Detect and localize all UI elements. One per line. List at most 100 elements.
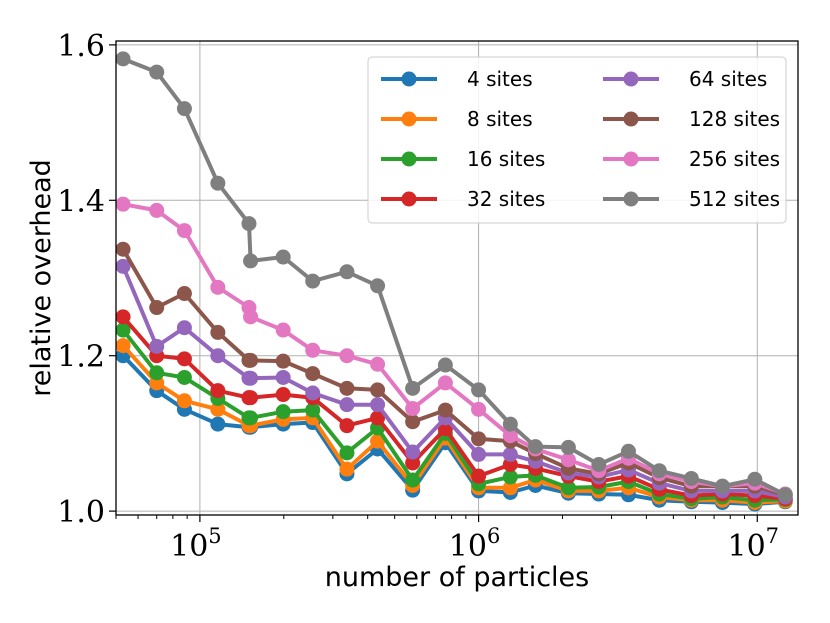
data-point bbox=[275, 404, 291, 420]
data-point bbox=[210, 279, 226, 295]
legend-swatch-marker bbox=[623, 71, 639, 87]
data-point bbox=[560, 452, 576, 468]
series-64-sites bbox=[115, 258, 793, 505]
data-point bbox=[243, 352, 259, 368]
data-point bbox=[437, 421, 453, 437]
legend-item: 16 sites bbox=[381, 147, 545, 171]
data-point bbox=[339, 418, 355, 434]
data-point bbox=[275, 249, 291, 265]
y-tick-label: 1.4 bbox=[57, 184, 105, 219]
data-point bbox=[370, 433, 386, 449]
data-point bbox=[471, 468, 487, 484]
data-point bbox=[370, 356, 386, 372]
data-point bbox=[305, 366, 321, 382]
data-point bbox=[339, 264, 355, 280]
data-point bbox=[115, 196, 131, 212]
x-tick-label: 107 bbox=[727, 524, 779, 564]
data-point bbox=[275, 353, 291, 369]
x-axis-label: number of particles bbox=[325, 562, 589, 593]
data-point bbox=[777, 487, 793, 503]
data-point bbox=[305, 273, 321, 289]
legend-item: 32 sites bbox=[381, 187, 545, 211]
series-128-sites bbox=[115, 241, 793, 503]
data-point bbox=[176, 286, 192, 302]
data-point bbox=[176, 393, 192, 409]
data-point bbox=[243, 410, 259, 426]
data-point bbox=[714, 478, 730, 494]
legend-item: 256 sites bbox=[603, 147, 780, 171]
legend-box bbox=[367, 56, 787, 224]
data-point bbox=[149, 202, 165, 218]
data-point bbox=[339, 380, 355, 396]
data-point bbox=[275, 387, 291, 403]
x-tick-label: 106 bbox=[449, 524, 501, 564]
data-point bbox=[115, 258, 131, 274]
data-point bbox=[210, 401, 226, 417]
data-point bbox=[560, 480, 576, 496]
data-point bbox=[502, 428, 518, 444]
data-point bbox=[115, 309, 131, 325]
data-point bbox=[370, 397, 386, 413]
data-point bbox=[651, 463, 667, 479]
legend-swatch-marker bbox=[623, 151, 639, 167]
data-point bbox=[243, 390, 259, 406]
data-point bbox=[747, 471, 763, 487]
legend-swatch-marker bbox=[401, 71, 417, 87]
legend: 4 sites 8 sites 16 sites 32 sites 64 sites 12… bbox=[367, 56, 787, 224]
data-point bbox=[560, 439, 576, 455]
plot-frame bbox=[115, 40, 799, 516]
legend-swatch-marker bbox=[401, 151, 417, 167]
data-point bbox=[437, 375, 453, 391]
data-point bbox=[210, 348, 226, 364]
data-point bbox=[405, 472, 421, 488]
legend-label: 16 sites bbox=[467, 147, 545, 171]
data-point bbox=[471, 382, 487, 398]
y-tick-label: 1.6 bbox=[57, 29, 105, 64]
data-point bbox=[502, 469, 518, 485]
data-point bbox=[527, 439, 543, 455]
data-point bbox=[405, 444, 421, 460]
data-point bbox=[405, 455, 421, 471]
data-point bbox=[620, 443, 636, 459]
legend-item: 4 sites bbox=[381, 67, 533, 91]
legend-swatch-marker bbox=[401, 111, 417, 127]
legend-label: 4 sites bbox=[467, 67, 533, 91]
legend-label: 32 sites bbox=[467, 187, 545, 211]
data-point bbox=[339, 445, 355, 461]
data-point bbox=[305, 385, 321, 401]
data-point bbox=[339, 397, 355, 413]
axis-ticks: 105 106 107 1.0 1.2 1.4 1.6 bbox=[57, 29, 779, 564]
data-point bbox=[502, 480, 518, 496]
legend-swatch-marker bbox=[401, 191, 417, 207]
x-tick-label: 105 bbox=[170, 524, 222, 564]
data-point bbox=[115, 51, 131, 67]
data-point bbox=[243, 370, 259, 386]
data-point bbox=[437, 402, 453, 418]
data-point bbox=[176, 223, 192, 239]
data-point bbox=[176, 101, 192, 117]
data-point bbox=[149, 365, 165, 381]
data-point bbox=[437, 357, 453, 373]
data-point bbox=[471, 401, 487, 417]
data-point bbox=[149, 64, 165, 80]
data-point bbox=[176, 320, 192, 336]
legend-item: 128 sites bbox=[603, 107, 780, 131]
y-tick-label: 1.0 bbox=[57, 495, 105, 530]
y-axis-label: relative overhead bbox=[26, 159, 57, 397]
legend-label: 128 sites bbox=[689, 107, 780, 131]
data-point bbox=[210, 175, 226, 191]
legend-item: 512 sites bbox=[603, 187, 780, 211]
data-point bbox=[115, 322, 131, 338]
data-point bbox=[471, 446, 487, 462]
data-point bbox=[115, 241, 131, 257]
data-point bbox=[176, 351, 192, 367]
data-point bbox=[210, 383, 226, 399]
data-point bbox=[243, 309, 259, 325]
data-point bbox=[405, 380, 421, 396]
data-point bbox=[149, 338, 165, 354]
data-point bbox=[176, 369, 192, 385]
data-point bbox=[339, 461, 355, 477]
data-point bbox=[683, 470, 699, 486]
series-group bbox=[115, 51, 793, 512]
